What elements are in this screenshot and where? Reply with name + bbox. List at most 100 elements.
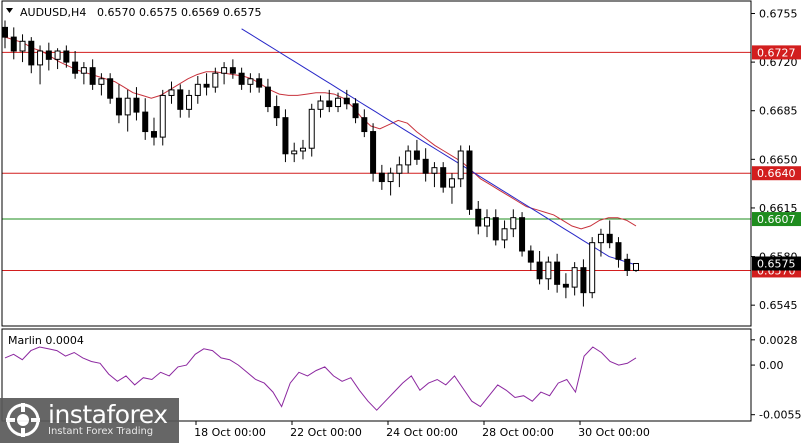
level-badge-label: 0.6640 (757, 167, 796, 180)
candle-body (247, 78, 254, 85)
candle-body (466, 150, 473, 210)
price-tick-label: 0.6545 (759, 299, 798, 312)
candle-body (264, 86, 271, 108)
candle-body (378, 172, 385, 183)
candle-body (370, 131, 377, 174)
candle-body (536, 261, 543, 280)
candle-body (589, 242, 596, 294)
level-badge-label: 0.6727 (757, 46, 796, 59)
candle-body (37, 50, 44, 66)
time-tick-label: 18 Oct 00:00 (194, 426, 266, 439)
level-badge (752, 45, 801, 60)
candle-body (2, 26, 8, 38)
price-pane-border (1, 0, 752, 327)
candle-body (431, 167, 438, 174)
candle-body (492, 217, 499, 241)
candle-body (624, 258, 631, 271)
candle-body (98, 78, 105, 85)
candle-body (229, 67, 236, 74)
oscillator-pane-border (1, 328, 752, 422)
candle-body (633, 263, 639, 271)
candle-body (89, 67, 96, 85)
candle-body (28, 40, 35, 66)
candle-body (203, 83, 210, 88)
candle-body (527, 250, 534, 263)
candle-body (10, 36, 17, 52)
collapse-triangle-icon[interactable] (6, 8, 13, 13)
candle-body (107, 78, 114, 99)
candle-body (317, 100, 324, 110)
candle-body (545, 261, 552, 280)
candle-body (440, 167, 447, 188)
chart-header: AUDUSD,H4 0.6570 0.6575 0.6569 0.6575 Ma… (6, 6, 261, 347)
candle-body (54, 50, 61, 60)
price-tick-label: 0.6685 (759, 105, 798, 118)
candle-body (159, 94, 166, 138)
candle-body (72, 61, 79, 74)
time-tick-label: 24 Oct 00:00 (386, 426, 458, 439)
candle-body (571, 267, 578, 288)
candle-body (80, 67, 87, 74)
oscillator-line (4, 346, 637, 411)
moving-average-blue (241, 28, 637, 266)
level-badge (752, 166, 801, 181)
candle-body (212, 72, 219, 88)
time-tick-label: 28 Oct 00:00 (482, 426, 554, 439)
candle-body (194, 83, 201, 96)
candle-body (335, 97, 342, 108)
candle-body (361, 117, 368, 133)
candle-body (615, 242, 622, 260)
candle-body (19, 40, 26, 52)
candle-body (484, 217, 491, 227)
candle-body (115, 97, 122, 116)
osc-tick-label: 0.00 (759, 359, 784, 372)
instaforex-logo: instaforex Instant Forex Trading (0, 398, 179, 443)
candle-body (177, 89, 184, 110)
candle-body (133, 97, 140, 113)
symbol-label: AUDUSD,H4 (20, 6, 86, 19)
candle-body (343, 97, 350, 105)
candle-body (562, 283, 569, 288)
candle-body (352, 103, 359, 119)
time-tick-label: 30 Oct 00:00 (578, 426, 650, 439)
candle-body (405, 150, 412, 166)
instaforex-mark-icon (6, 403, 40, 437)
level-badge (752, 212, 801, 227)
candle-body (519, 217, 526, 252)
price-pane: 0.67550.67200.66850.66500.66150.65800.65… (2, 8, 801, 439)
candle-body (580, 267, 587, 294)
candle-body (291, 150, 298, 155)
candle-body (448, 178, 455, 188)
price-tick-label: 0.6755 (759, 8, 798, 21)
candle-body (142, 111, 149, 133)
candle-body (387, 172, 394, 183)
candle-body (510, 217, 517, 230)
candle-body (256, 78, 263, 88)
osc-tick-label: -0.0055 (759, 409, 801, 422)
candle-body (238, 72, 245, 85)
current-price-badge (752, 256, 801, 271)
oscillator-label: Marlin 0.0004 (8, 334, 84, 347)
candle-body (396, 164, 403, 174)
candle-body (273, 106, 280, 119)
candle-body (150, 131, 157, 138)
current-price-label: 0.6575 (757, 258, 796, 271)
candle-body (422, 158, 429, 174)
candle-body (299, 147, 306, 152)
oscillator-pane: 0.0028 0.00 -0.0055 (4, 334, 801, 422)
price-tick-label: 0.6615 (759, 202, 798, 215)
candle-body (221, 67, 228, 74)
logo-tagline: Instant Forex Trading (48, 426, 154, 437)
candle-body (606, 233, 613, 244)
pane-frames (1, 0, 752, 422)
time-tick-label: 22 Oct 00:00 (290, 426, 362, 439)
candle-body (308, 108, 315, 149)
candle-body (186, 94, 193, 110)
logo-brand: instaforex (48, 400, 168, 429)
candle-body (168, 89, 175, 96)
candle-body (63, 50, 70, 63)
candle-body (597, 233, 604, 244)
